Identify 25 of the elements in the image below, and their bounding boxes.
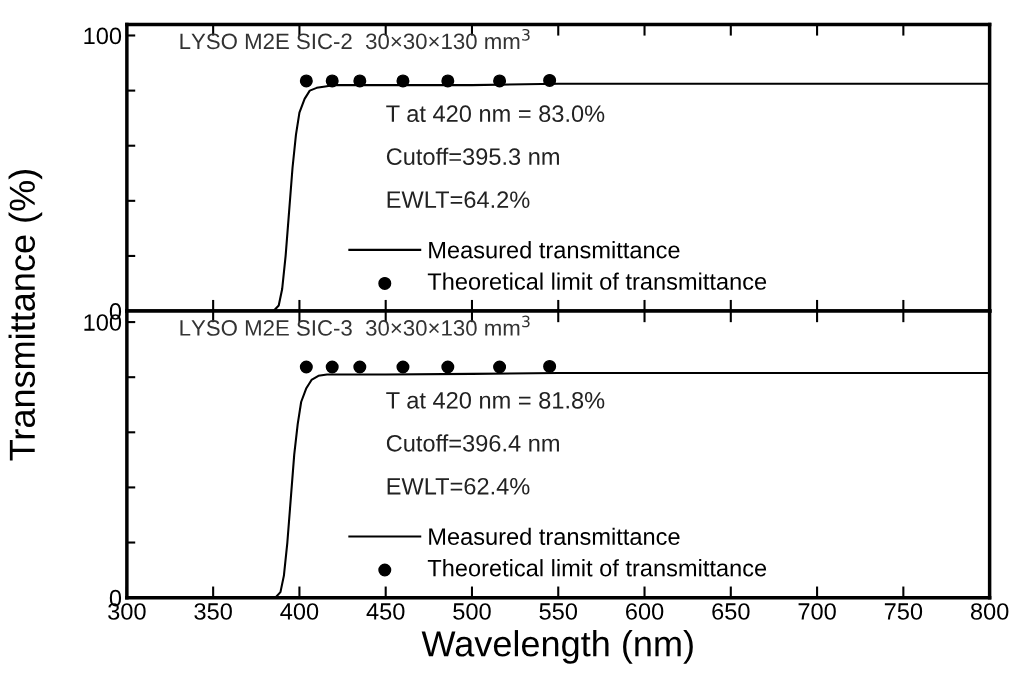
x-tick-label: 750 bbox=[884, 603, 923, 620]
x-axis-title: Wavelength (nm) bbox=[421, 630, 693, 664]
x-tick-label: 800 bbox=[970, 603, 1009, 620]
y-tick-label: 100 bbox=[84, 27, 122, 45]
x-tick-label: 550 bbox=[539, 603, 578, 620]
annotation: Cutoff=395.3 nm bbox=[386, 147, 559, 166]
x-tick-label: 450 bbox=[366, 603, 405, 620]
legend-label: Theoretical limit of transmittance bbox=[427, 272, 767, 290]
x-tick-label: 700 bbox=[798, 603, 836, 620]
annotation: EWLT=64.2% bbox=[387, 191, 530, 209]
x-tick-label: 350 bbox=[194, 603, 232, 620]
annotation: Cutoff=396.4 nm bbox=[386, 434, 559, 452]
legend-label: Measured transmittance bbox=[429, 527, 680, 545]
x-tick-label: 400 bbox=[280, 603, 319, 620]
annotation: T at 420 nm = 81.8% bbox=[386, 391, 605, 409]
x-tick-label: 500 bbox=[453, 603, 491, 620]
annotation: LYSO M2E SIC-3 30×30×130 mm$^{3}$ bbox=[180, 315, 530, 336]
annotation: LYSO M2E SIC-2 30×30×130 mm$^{3}$ bbox=[180, 28, 530, 50]
x-tick-label: 600 bbox=[626, 603, 664, 620]
x-tick-label: 650 bbox=[712, 603, 750, 620]
legend-label: Measured transmittance bbox=[429, 241, 680, 259]
annotation: EWLT=62.4% bbox=[387, 477, 530, 495]
y-axis-title: Transmittance (%) bbox=[8, 169, 43, 461]
legend-label: Theoretical limit of transmittance bbox=[427, 559, 767, 577]
annotation: T at 420 nm = 83.0% bbox=[386, 105, 605, 123]
